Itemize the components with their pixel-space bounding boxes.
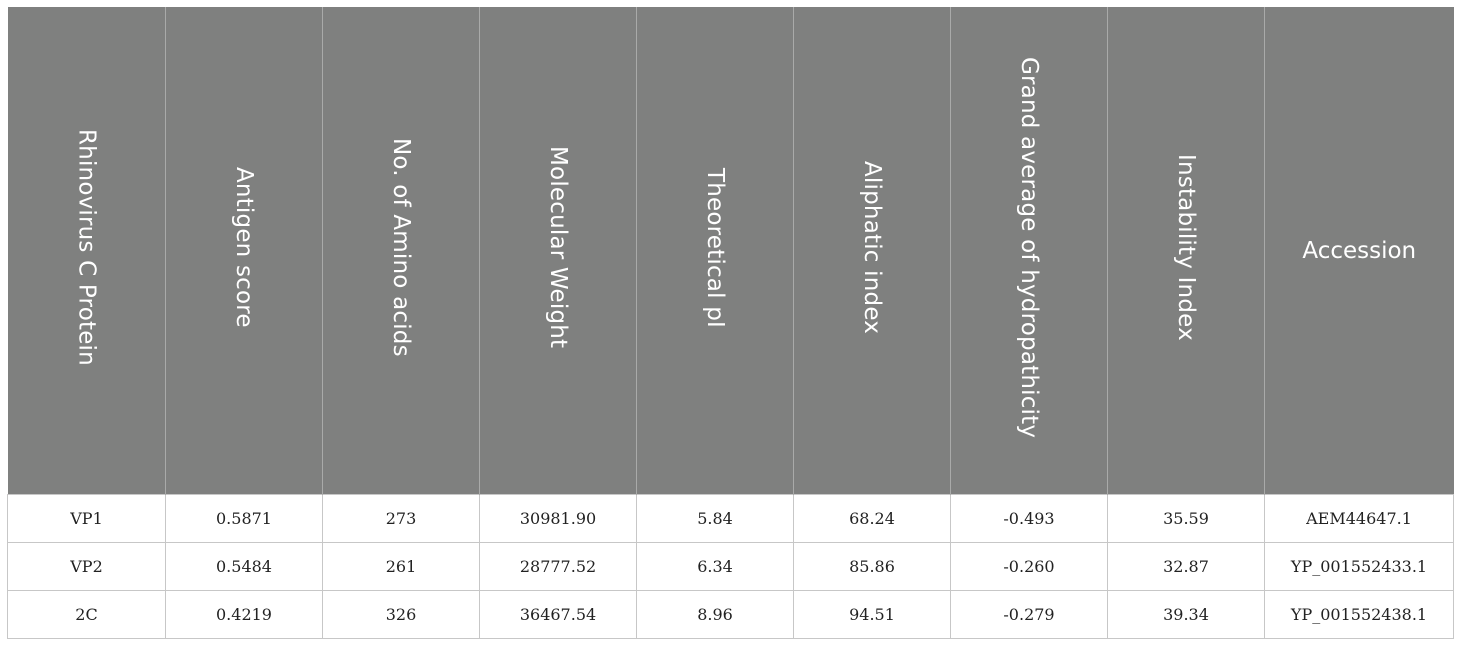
cell-molecular-weight: 28777.52 [479, 542, 637, 591]
cell-antigen-score: 0.5484 [165, 542, 323, 591]
header-antigen-score-label: Antigen score [231, 167, 257, 328]
header-theoretical-pi-label: Theoretical pI [702, 167, 728, 328]
protein-properties-table: Rhinovirus C Protein Antigen score No. o… [7, 7, 1454, 639]
cell-theoretical-pi: 6.34 [636, 542, 794, 591]
header-instability-index-label: Instability Index [1173, 154, 1199, 341]
protein-properties-table-container: Rhinovirus C Protein Antigen score No. o… [7, 7, 1454, 639]
cell-instability-index: 35.59 [1107, 494, 1265, 543]
cell-instability-index: 32.87 [1107, 542, 1265, 591]
header-molecular-weight: Molecular Weight [479, 7, 637, 495]
header-theoretical-pi: Theoretical pI [636, 7, 794, 495]
cell-amino-acids: 326 [322, 590, 480, 639]
table-row: VP2 0.5484 261 28777.52 6.34 85.86 -0.26… [7, 542, 1454, 591]
cell-protein: VP1 [7, 494, 166, 543]
header-antigen-score: Antigen score [165, 7, 323, 495]
cell-gravy: -0.493 [950, 494, 1108, 543]
cell-antigen-score: 0.5871 [165, 494, 323, 543]
cell-amino-acids: 261 [322, 542, 480, 591]
header-molecular-weight-label: Molecular Weight [545, 146, 571, 349]
cell-antigen-score: 0.4219 [165, 590, 323, 639]
header-gravy: Grand average of hydropathicity [950, 7, 1108, 495]
header-row: Rhinovirus C Protein Antigen score No. o… [7, 7, 1454, 495]
header-protein-label: Rhinovirus C Protein [73, 129, 100, 366]
cell-accession: AEM44647.1 [1264, 494, 1454, 543]
header-amino-acids: No. of Amino acids [322, 7, 480, 495]
header-instability-index: Instability Index [1107, 7, 1265, 495]
header-accession-label: Accession [1302, 237, 1417, 264]
table-header: Rhinovirus C Protein Antigen score No. o… [7, 7, 1454, 495]
table-row: 2C 0.4219 326 36467.54 8.96 94.51 -0.279… [7, 590, 1454, 639]
table-body: VP1 0.5871 273 30981.90 5.84 68.24 -0.49… [7, 494, 1454, 639]
header-gravy-label: Grand average of hydropathicity [1016, 56, 1042, 439]
cell-instability-index: 39.34 [1107, 590, 1265, 639]
cell-accession: YP_001552438.1 [1264, 590, 1454, 639]
cell-protein: 2C [7, 590, 166, 639]
cell-theoretical-pi: 8.96 [636, 590, 794, 639]
table-row: VP1 0.5871 273 30981.90 5.84 68.24 -0.49… [7, 494, 1454, 543]
cell-molecular-weight: 30981.90 [479, 494, 637, 543]
cell-aliphatic-index: 94.51 [793, 590, 951, 639]
header-protein: Rhinovirus C Protein [7, 7, 166, 495]
header-aliphatic-index: Aliphatic index [793, 7, 951, 495]
header-accession: Accession [1264, 7, 1454, 495]
header-amino-acids-label: No. of Amino acids [388, 138, 414, 357]
cell-aliphatic-index: 68.24 [793, 494, 951, 543]
cell-gravy: -0.260 [950, 542, 1108, 591]
cell-amino-acids: 273 [322, 494, 480, 543]
cell-molecular-weight: 36467.54 [479, 590, 637, 639]
cell-accession: YP_001552433.1 [1264, 542, 1454, 591]
cell-aliphatic-index: 85.86 [793, 542, 951, 591]
header-aliphatic-index-label: Aliphatic index [859, 160, 885, 335]
cell-theoretical-pi: 5.84 [636, 494, 794, 543]
cell-gravy: -0.279 [950, 590, 1108, 639]
cell-protein: VP2 [7, 542, 166, 591]
